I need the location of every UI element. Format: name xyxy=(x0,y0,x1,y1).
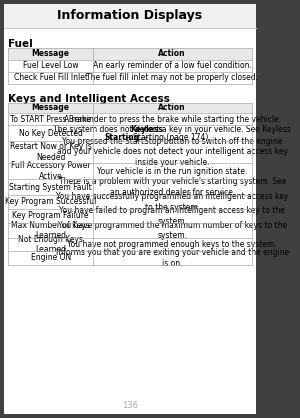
Text: Check Fuel Fill Inlet: Check Fuel Fill Inlet xyxy=(14,74,88,82)
Text: Starting System Fault: Starting System Fault xyxy=(9,183,92,191)
Text: You have failed to program an intelligent access key to the
system.: You have failed to program an intelligen… xyxy=(59,206,285,226)
Text: Starting (page 174).: Starting (page 174). xyxy=(134,133,211,142)
Text: Max Number of Keys
Learned: Max Number of Keys Learned xyxy=(11,221,90,240)
Text: A reminder to press the brake while starting the vehicle.: A reminder to press the brake while star… xyxy=(64,115,281,123)
FancyBboxPatch shape xyxy=(4,4,256,28)
Text: Full Accessory Power
Active: Full Accessory Power Active xyxy=(11,161,91,181)
Text: No Key Detected: No Key Detected xyxy=(19,128,83,138)
Text: Key Program Failure: Key Program Failure xyxy=(13,212,89,221)
Text: To START Press Brake: To START Press Brake xyxy=(10,115,91,123)
Text: Message: Message xyxy=(32,49,70,59)
Text: You have not programmed enough keys to the system.: You have not programmed enough keys to t… xyxy=(68,240,277,249)
Text: Your vehicle is in the run ignition state.: Your vehicle is in the run ignition stat… xyxy=(97,166,247,176)
Text: Fuel Level Low: Fuel Level Low xyxy=(23,61,79,71)
Text: Informs you that you are exiting your vehicle and the engine
is on.: Informs you that you are exiting your ve… xyxy=(56,248,289,268)
Text: There is a problem with your vehicle's starting system. See
an authorized dealer: There is a problem with your vehicle's s… xyxy=(58,177,286,197)
Text: You have successfully programmed an intelligent access key
to the system.: You have successfully programmed an inte… xyxy=(56,192,289,212)
Text: Keys and Intelligent Access: Keys and Intelligent Access xyxy=(8,94,170,104)
Text: Action: Action xyxy=(158,49,186,59)
FancyBboxPatch shape xyxy=(8,103,252,113)
Text: The fuel fill inlet may not be properly closed.: The fuel fill inlet may not be properly … xyxy=(86,74,258,82)
Text: Restart Now or Key is
Needed: Restart Now or Key is Needed xyxy=(10,142,92,162)
Text: Not Enough Keys
Learned: Not Enough Keys Learned xyxy=(18,235,83,254)
Text: The system does not detect a key in your vehicle. See Keyless: The system does not detect a key in your… xyxy=(53,125,291,135)
Text: Engine ON: Engine ON xyxy=(31,253,71,263)
Text: Action: Action xyxy=(158,104,186,112)
FancyBboxPatch shape xyxy=(8,48,252,60)
Text: Key Program Successful: Key Program Successful xyxy=(5,197,96,206)
FancyBboxPatch shape xyxy=(4,4,256,414)
Text: You pressed the StartStop button to switch off the engine
and your vehicle does : You pressed the StartStop button to swit… xyxy=(57,137,288,167)
Text: Information Displays: Information Displays xyxy=(58,10,202,23)
Text: 136: 136 xyxy=(122,400,138,410)
Text: Fuel: Fuel xyxy=(8,39,33,49)
Text: An early reminder of a low fuel condition.: An early reminder of a low fuel conditio… xyxy=(93,61,252,71)
Text: Message: Message xyxy=(32,104,70,112)
Text: Starting: Starting xyxy=(105,133,140,142)
Text: Keyless: Keyless xyxy=(130,125,163,135)
Text: You have programmed the maximum number of keys to the
system.: You have programmed the maximum number o… xyxy=(58,221,287,240)
